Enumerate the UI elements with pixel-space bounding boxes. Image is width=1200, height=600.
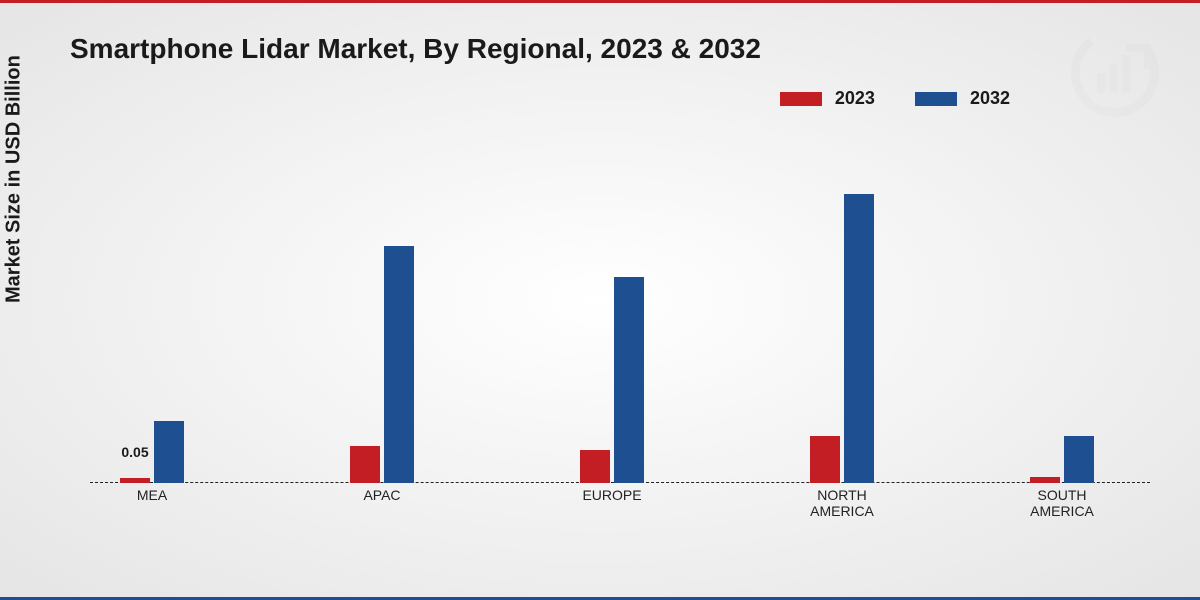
chart-page: Smartphone Lidar Market, By Regional, 20… (0, 0, 1200, 600)
category-label: SOUTH AMERICA (1030, 487, 1094, 519)
category-label: APAC (363, 487, 400, 503)
category-label: EUROPE (582, 487, 641, 503)
watermark-logo-icon (1070, 28, 1160, 118)
legend-label-2032: 2032 (970, 88, 1010, 108)
legend-label-2023: 2023 (835, 88, 875, 108)
bar-2032 (1064, 436, 1094, 483)
category-label: MEA (137, 487, 167, 503)
legend-item-2023: 2023 (780, 88, 875, 109)
bar-2023 (580, 450, 610, 483)
plot-area: 0.05 MEAAPACEUROPENORTH AMERICASOUTH AME… (90, 153, 1150, 483)
bar-2023 (350, 446, 380, 483)
value-label: 0.05 (121, 444, 148, 460)
legend-swatch-2032 (915, 92, 957, 106)
page-title: Smartphone Lidar Market, By Regional, 20… (70, 33, 761, 65)
legend: 2023 2032 (780, 88, 1010, 109)
bar-2023 (810, 436, 840, 483)
bar-2032 (384, 246, 414, 483)
bar-2032 (614, 277, 644, 483)
bar-2032 (154, 421, 184, 483)
category-label: NORTH AMERICA (810, 487, 874, 519)
y-axis-label: Market Size in USD Billion (3, 55, 26, 303)
bar-2032 (844, 194, 874, 483)
legend-item-2032: 2032 (915, 88, 1010, 109)
legend-swatch-2023 (780, 92, 822, 106)
categories-layer: MEA APAC EUROPE NORTH AMERICA SOUTH AMERICA (90, 483, 1150, 523)
